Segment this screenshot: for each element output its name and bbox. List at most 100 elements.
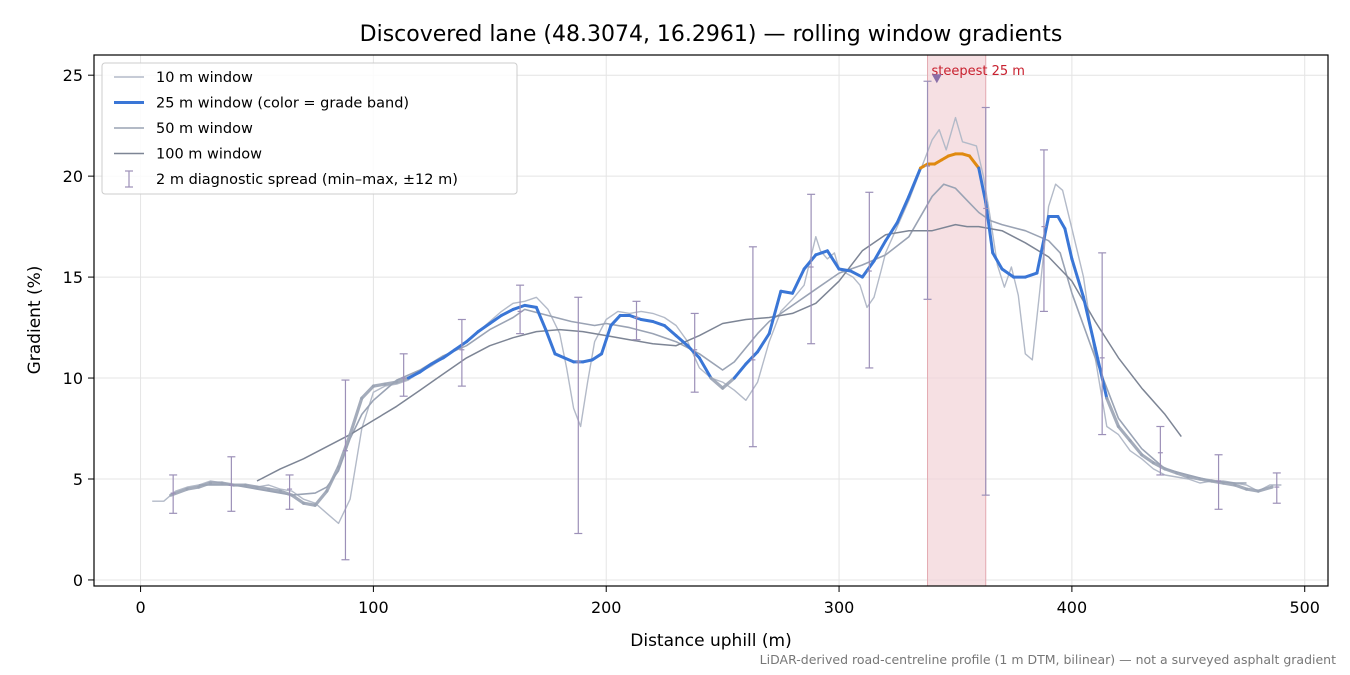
series-25m-window-segment	[600, 324, 613, 356]
series-25m-window-segment	[406, 370, 422, 380]
series-25m-window-segment	[1070, 257, 1086, 299]
steepest-marker	[931, 74, 942, 84]
y-tick-label: 0	[73, 571, 83, 590]
spread-bar	[1098, 252, 1107, 436]
series-25m-window-segment	[441, 348, 457, 360]
legend-item: 25 m window (color = grade band)	[114, 96, 409, 112]
spread-bar	[690, 312, 699, 393]
series-25m-window-segment	[1116, 424, 1132, 443]
series-25m-window-segment	[1000, 267, 1016, 279]
x-tick-label: 100	[358, 598, 389, 617]
series-25m-window-segment	[779, 289, 794, 295]
series-25m-window-segment	[756, 332, 771, 354]
steepest-band	[927, 55, 986, 586]
series-25m-window-segment	[1105, 396, 1121, 429]
spread-bar	[1156, 425, 1165, 476]
series-25m-window-segment	[872, 239, 888, 263]
series-25m-window-segment	[523, 303, 538, 309]
series-25m-window-segment	[1233, 483, 1249, 491]
x-axis-label: Distance uphill (m)	[630, 631, 791, 651]
series-25m-window-segment	[1035, 215, 1051, 275]
series-25m-window-segment	[290, 493, 306, 505]
series-25m-window-segment	[511, 303, 527, 311]
plot-frame	[93, 54, 1329, 587]
series-25m-window-segment	[1140, 453, 1155, 465]
series-25m-window-segment	[1093, 346, 1109, 400]
series-25m-window-segment	[360, 384, 375, 400]
series-25m-window-segment	[1209, 479, 1225, 485]
series-25m-window-segment	[732, 362, 748, 380]
spread-error-bars	[169, 80, 1281, 561]
spread-bar	[341, 379, 350, 561]
spread-bar	[923, 80, 932, 300]
series-25m-window-segment	[1175, 471, 1190, 479]
series-25m-window-segment	[1082, 295, 1097, 350]
spread-bar	[457, 318, 466, 387]
x-tick-label: 400	[1057, 598, 1088, 617]
spread-bar	[399, 353, 408, 397]
series-25m-window-segment	[465, 330, 480, 344]
legend-label: 10 m window	[156, 70, 253, 86]
series-50m-window	[198, 183, 1247, 496]
legend-item: 2 m diagnostic spread (min–max, ±12 m)	[125, 170, 458, 188]
series-25m-window-segment	[325, 465, 341, 493]
series-25m-window-segment	[476, 322, 492, 334]
legend-label: 25 m window (color = grade band)	[156, 96, 409, 112]
series-25m-window-segment	[313, 489, 329, 507]
legend-item: 50 m window	[114, 121, 253, 137]
series-25m-window-segment	[185, 485, 201, 491]
legend-box	[101, 62, 518, 195]
series-25m-window-segment	[1163, 467, 1179, 475]
series-25m-window-segment	[686, 344, 701, 360]
series-25m-window-segment	[709, 376, 725, 390]
y-axis-label: Gradient (%)	[25, 266, 45, 375]
y-tick-label: 10	[63, 369, 83, 388]
x-tick-label: 300	[824, 598, 855, 617]
y-tick-label: 25	[63, 66, 83, 85]
series-25m-window-segment	[1186, 475, 1202, 481]
series-25m-window-segment	[967, 154, 981, 170]
series-25m-window-segment	[499, 307, 515, 317]
series-25m-window-segment	[674, 334, 690, 348]
series-25m-window-segment	[534, 305, 548, 332]
series-25m-window-segment	[243, 483, 259, 489]
x-tick-label: 500	[1289, 598, 1320, 617]
series-25m-window-segment	[662, 324, 678, 338]
y-tick-label: 15	[63, 268, 83, 287]
series-25m-window-segment	[609, 313, 622, 328]
series-25m-window-segment	[895, 194, 911, 225]
legend-item: 100 m window	[114, 147, 262, 163]
spread-bar	[981, 106, 990, 496]
series-25m-window-segment	[255, 485, 271, 491]
series-25m-window-segment	[849, 269, 864, 279]
spread-bar	[516, 284, 525, 335]
series-25m-window-segment	[1056, 215, 1067, 231]
x-axis-ticks: 0 100 200 300 400 500	[135, 586, 1320, 617]
spread-bar	[632, 300, 641, 341]
series-25m-window-segment	[721, 376, 736, 390]
series-25m-window-segment	[837, 267, 853, 273]
series-25m-window-segment	[453, 340, 469, 352]
annotation-group: steepest 25 m	[931, 64, 1025, 84]
spread-bar	[574, 296, 583, 535]
series-25m-window-segment	[825, 249, 841, 271]
series-25m-window-segment	[348, 396, 364, 437]
series-25m-window-segment	[802, 253, 818, 271]
spread-bar	[285, 474, 294, 510]
series-25m-window-segment	[418, 362, 434, 374]
series-25m-window-segment	[697, 356, 713, 380]
series-25m-window-segment	[1244, 487, 1260, 493]
series-25m-window-segment	[991, 251, 1004, 271]
y-tick-label: 5	[73, 470, 83, 489]
series-25m-window-segment	[651, 320, 666, 328]
spread-bar	[748, 246, 757, 448]
spread-bar	[1272, 472, 1281, 504]
series-25m-window-segment	[744, 350, 760, 366]
legend-label: 50 m window	[156, 121, 253, 137]
series-25m-window-segment	[860, 259, 876, 279]
series-25m-window-segment	[1063, 227, 1074, 261]
series-25m-window-segment	[639, 317, 655, 324]
series-25m-window-segment	[395, 376, 410, 384]
series-group	[152, 116, 1282, 525]
spread-bar	[865, 191, 874, 369]
